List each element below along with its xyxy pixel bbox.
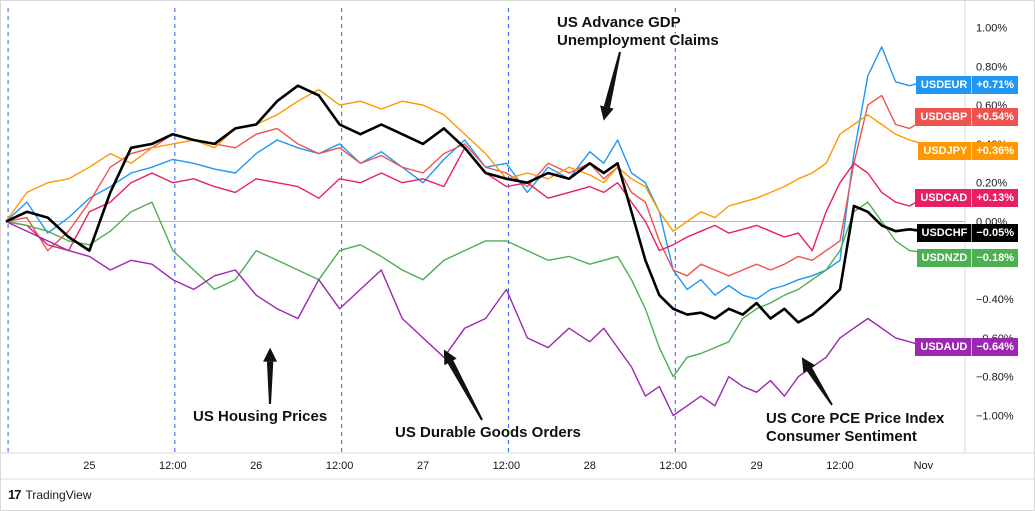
event-annotation-1: US Housing Prices (193, 408, 327, 426)
event-annotation-0: US Advance GDP Unemployment Claims (557, 14, 719, 50)
x-tick-label: Nov (914, 460, 934, 472)
annotation-line: Unemployment Claims (557, 32, 719, 49)
x-axis: 25 12:00 26 12:00 27 12:00 28 12:00 29 12:00 Nov (0, 452, 1035, 480)
value-tag-value: +0.71% (971, 76, 1018, 94)
x-tick-label: 26 (250, 460, 262, 472)
series-line-usdchf[interactable] (5, 84, 952, 324)
annotation-line: US Advance GDP (557, 14, 681, 31)
annotation-arrow-3 (801, 357, 833, 406)
y-tick-label: −0.40% (976, 294, 1014, 306)
series-line-usdnzd[interactable] (5, 201, 952, 378)
y-tick-label: −0.80% (976, 372, 1014, 384)
value-tag-symbol: USDCAD (920, 192, 968, 204)
value-tag-usdeur: USDEUR +0.71% (915, 76, 1018, 94)
value-tag-symbol: USDEUR (920, 79, 968, 91)
value-tag-value: −0.05% (971, 224, 1018, 242)
y-tick-label: 1.00% (976, 23, 1007, 35)
series-line-usdaud[interactable] (5, 220, 952, 417)
annotation-arrow-1 (263, 347, 278, 404)
value-tag-symbol: USDAUD (920, 341, 968, 353)
x-tick-label: 12:00 (659, 460, 687, 472)
value-tag-usdgbp: USDGBP +0.54% (915, 108, 1018, 126)
value-tag-value: −0.64% (971, 338, 1018, 356)
x-tick-label: 12:00 (493, 460, 521, 472)
value-tag-value: +0.54% (971, 108, 1018, 126)
y-tick-label: 0.80% (976, 61, 1007, 73)
series-line-usdeur[interactable] (5, 46, 952, 300)
series-line-usdcad[interactable] (5, 147, 952, 252)
event-annotation-3: US Core PCE Price Index Consumer Sentimen… (766, 410, 944, 446)
value-tag-value: −0.18% (971, 249, 1018, 267)
y-tick-label: 0.20% (976, 178, 1007, 190)
value-tag-usdaud: USDAUD −0.64% (915, 338, 1018, 356)
value-tag-value: +0.13% (971, 189, 1018, 207)
x-tick-label: 25 (83, 460, 95, 472)
annotation-line: Consumer Sentiment (766, 428, 917, 445)
value-tag-symbol: USDCHF (921, 227, 968, 239)
value-tag-usdnzd: USDNZD −0.18% (916, 249, 1018, 267)
annotation-arrow-2 (443, 349, 483, 421)
annotation-arrow-0 (600, 51, 621, 121)
tradingview-name: TradingView (25, 487, 92, 502)
annotation-line: US Core PCE Price Index (766, 410, 945, 427)
value-tag-usdjpy: USDJPY +0.36% (918, 142, 1018, 160)
annotation-line: US Durable Goods Orders (395, 424, 581, 441)
value-tag-symbol: USDNZD (921, 252, 968, 264)
session-separators (7, 8, 676, 453)
x-tick-label: 27 (417, 460, 429, 472)
series-lines (5, 46, 952, 417)
x-tick-label: 28 (584, 460, 596, 472)
value-tag-symbol: USDGBP (920, 111, 968, 123)
value-tag-value: +0.36% (971, 142, 1018, 160)
value-tag-symbol: USDJPY (923, 145, 968, 157)
value-tag-usdcad: USDCAD +0.13% (915, 189, 1018, 207)
value-tag-usdchf: USDCHF −0.05% (916, 224, 1018, 242)
x-tick-label: 12:00 (326, 460, 354, 472)
y-tick-label: −1.00% (976, 411, 1014, 423)
x-tick-label: 29 (750, 460, 762, 472)
x-tick-label: 12:00 (159, 460, 187, 472)
x-tick-label: 12:00 (826, 460, 854, 472)
annotation-arrows (263, 51, 833, 421)
series-line-usdgbp[interactable] (5, 94, 952, 277)
tradingview-branding[interactable]: 17 TradingView (8, 487, 92, 502)
annotation-line: US Housing Prices (193, 408, 328, 425)
tradingview-logo-icon: 17 (8, 487, 22, 502)
event-annotation-2: US Durable Goods Orders (395, 424, 581, 442)
